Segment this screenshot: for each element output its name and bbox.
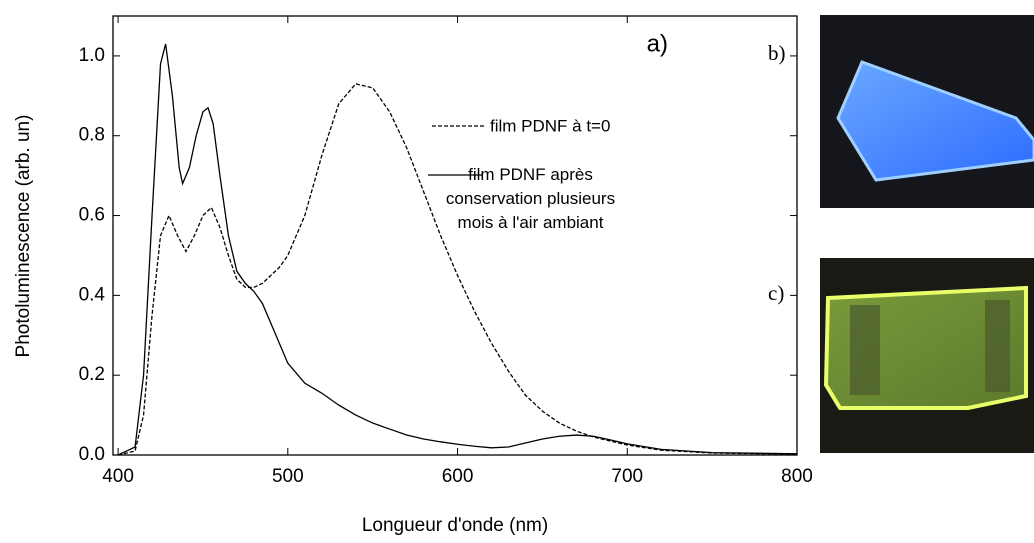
plot-frame bbox=[112, 15, 798, 456]
panel-label: a) bbox=[647, 30, 668, 57]
y-tick-label: 0.8 bbox=[79, 125, 105, 146]
y-tick-label: 0.6 bbox=[79, 205, 105, 226]
legend-label: film PDNF à t=0 bbox=[490, 116, 610, 135]
x-tick-label: 500 bbox=[272, 466, 304, 487]
y-tick-label: 0.0 bbox=[79, 444, 105, 465]
legend-label: film PDNF après conservation plusieurs m… bbox=[445, 165, 616, 232]
y-tick-label: 1.0 bbox=[79, 45, 105, 66]
photo-b bbox=[820, 15, 1034, 208]
photo-label: c) bbox=[768, 281, 784, 305]
y-tick-label: 0.4 bbox=[79, 284, 106, 305]
x-tick-label: 400 bbox=[102, 466, 134, 487]
y-axis-label: Photoluminescence (arb. un) bbox=[13, 115, 34, 358]
y-tick-label: 0.2 bbox=[79, 364, 105, 385]
x-axis-label: Longueur d'onde (nm) bbox=[362, 515, 548, 536]
data-line bbox=[117, 43, 798, 456]
data-line bbox=[117, 83, 798, 456]
x-tick-label: 600 bbox=[442, 466, 474, 487]
x-tick-label: 800 bbox=[781, 466, 813, 487]
photo-c bbox=[820, 258, 1034, 453]
photo-label: b) bbox=[768, 41, 786, 65]
x-tick-label: 700 bbox=[611, 466, 643, 487]
